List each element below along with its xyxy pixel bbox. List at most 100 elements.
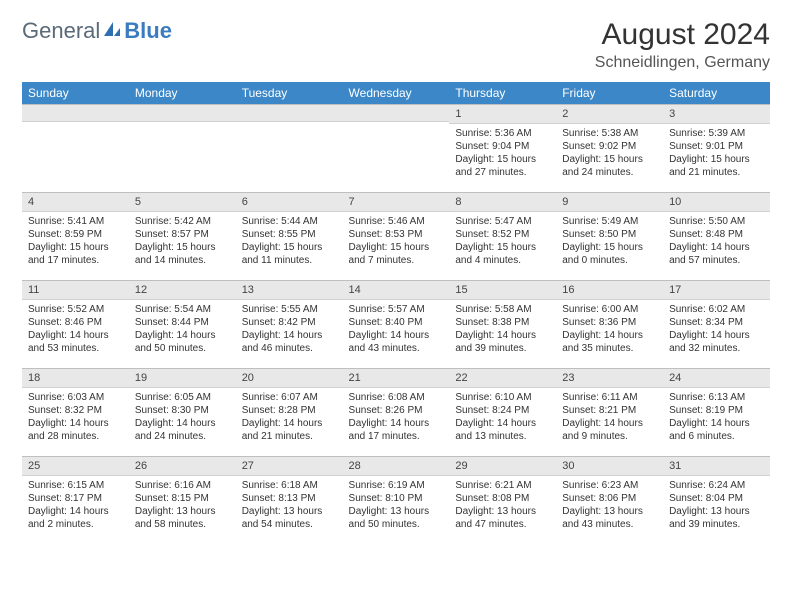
- sunset-text: Sunset: 8:46 PM: [28, 316, 123, 329]
- sunrise-text: Sunrise: 6:23 AM: [562, 479, 657, 492]
- sunrise-text: Sunrise: 6:18 AM: [242, 479, 337, 492]
- sunrise-text: Sunrise: 6:11 AM: [562, 391, 657, 404]
- day-content: Sunrise: 5:52 AMSunset: 8:46 PMDaylight:…: [22, 300, 129, 361]
- weekday-header: Saturday: [663, 82, 770, 104]
- day-content: Sunrise: 5:39 AMSunset: 9:01 PMDaylight:…: [663, 124, 770, 185]
- day-content: Sunrise: 6:16 AMSunset: 8:15 PMDaylight:…: [129, 476, 236, 537]
- calendar-body: 1Sunrise: 5:36 AMSunset: 9:04 PMDaylight…: [22, 104, 770, 544]
- calendar-day-cell: 15Sunrise: 5:58 AMSunset: 8:38 PMDayligh…: [449, 280, 556, 368]
- day-number: 13: [236, 280, 343, 300]
- calendar-day-cell: 24Sunrise: 6:13 AMSunset: 8:19 PMDayligh…: [663, 368, 770, 456]
- day-content: Sunrise: 5:42 AMSunset: 8:57 PMDaylight:…: [129, 212, 236, 273]
- calendar-day-cell: 3Sunrise: 5:39 AMSunset: 9:01 PMDaylight…: [663, 104, 770, 192]
- daylight-text: Daylight: 15 hours and 4 minutes.: [455, 241, 550, 267]
- day-number: 23: [556, 368, 663, 388]
- day-number: 28: [343, 456, 450, 476]
- sunrise-text: Sunrise: 5:50 AM: [669, 215, 764, 228]
- daylight-text: Daylight: 15 hours and 7 minutes.: [349, 241, 444, 267]
- calendar-day-cell: 20Sunrise: 6:07 AMSunset: 8:28 PMDayligh…: [236, 368, 343, 456]
- calendar-week-row: 18Sunrise: 6:03 AMSunset: 8:32 PMDayligh…: [22, 368, 770, 456]
- sunset-text: Sunset: 8:08 PM: [455, 492, 550, 505]
- daylight-text: Daylight: 14 hours and 39 minutes.: [455, 329, 550, 355]
- calendar-day-cell: 14Sunrise: 5:57 AMSunset: 8:40 PMDayligh…: [343, 280, 450, 368]
- sunset-text: Sunset: 8:57 PM: [135, 228, 230, 241]
- logo-text-general: General: [22, 18, 100, 44]
- daylight-text: Daylight: 14 hours and 13 minutes.: [455, 417, 550, 443]
- day-number: 21: [343, 368, 450, 388]
- sunrise-text: Sunrise: 5:39 AM: [669, 127, 764, 140]
- sunrise-text: Sunrise: 6:05 AM: [135, 391, 230, 404]
- day-content: Sunrise: 6:15 AMSunset: 8:17 PMDaylight:…: [22, 476, 129, 537]
- daylight-text: Daylight: 14 hours and 50 minutes.: [135, 329, 230, 355]
- daylight-text: Daylight: 15 hours and 17 minutes.: [28, 241, 123, 267]
- daylight-text: Daylight: 13 hours and 58 minutes.: [135, 505, 230, 531]
- calendar-day-cell: [343, 104, 450, 192]
- sunset-text: Sunset: 9:02 PM: [562, 140, 657, 153]
- calendar-week-row: 1Sunrise: 5:36 AMSunset: 9:04 PMDaylight…: [22, 104, 770, 192]
- calendar-day-cell: 25Sunrise: 6:15 AMSunset: 8:17 PMDayligh…: [22, 456, 129, 544]
- sunset-text: Sunset: 8:40 PM: [349, 316, 444, 329]
- day-content: Sunrise: 5:46 AMSunset: 8:53 PMDaylight:…: [343, 212, 450, 273]
- sunset-text: Sunset: 8:30 PM: [135, 404, 230, 417]
- day-content: Sunrise: 5:55 AMSunset: 8:42 PMDaylight:…: [236, 300, 343, 361]
- daylight-text: Daylight: 14 hours and 17 minutes.: [349, 417, 444, 443]
- day-content: Sunrise: 5:38 AMSunset: 9:02 PMDaylight:…: [556, 124, 663, 185]
- weekday-header: Thursday: [449, 82, 556, 104]
- sunrise-text: Sunrise: 5:46 AM: [349, 215, 444, 228]
- calendar-day-cell: 1Sunrise: 5:36 AMSunset: 9:04 PMDaylight…: [449, 104, 556, 192]
- daylight-text: Daylight: 14 hours and 57 minutes.: [669, 241, 764, 267]
- calendar-week-row: 4Sunrise: 5:41 AMSunset: 8:59 PMDaylight…: [22, 192, 770, 280]
- calendar-day-cell: 17Sunrise: 6:02 AMSunset: 8:34 PMDayligh…: [663, 280, 770, 368]
- daylight-text: Daylight: 14 hours and 9 minutes.: [562, 417, 657, 443]
- sunrise-text: Sunrise: 6:03 AM: [28, 391, 123, 404]
- calendar-day-cell: 8Sunrise: 5:47 AMSunset: 8:52 PMDaylight…: [449, 192, 556, 280]
- day-number: [129, 104, 236, 122]
- day-content: Sunrise: 5:49 AMSunset: 8:50 PMDaylight:…: [556, 212, 663, 273]
- sunrise-text: Sunrise: 6:19 AM: [349, 479, 444, 492]
- sunrise-text: Sunrise: 5:38 AM: [562, 127, 657, 140]
- sunset-text: Sunset: 8:59 PM: [28, 228, 123, 241]
- day-content: Sunrise: 5:41 AMSunset: 8:59 PMDaylight:…: [22, 212, 129, 273]
- sunset-text: Sunset: 8:55 PM: [242, 228, 337, 241]
- day-number: 24: [663, 368, 770, 388]
- calendar-day-cell: 30Sunrise: 6:23 AMSunset: 8:06 PMDayligh…: [556, 456, 663, 544]
- day-number: 27: [236, 456, 343, 476]
- calendar-day-cell: 22Sunrise: 6:10 AMSunset: 8:24 PMDayligh…: [449, 368, 556, 456]
- day-content: Sunrise: 6:18 AMSunset: 8:13 PMDaylight:…: [236, 476, 343, 537]
- sunset-text: Sunset: 8:17 PM: [28, 492, 123, 505]
- day-content: Sunrise: 6:10 AMSunset: 8:24 PMDaylight:…: [449, 388, 556, 449]
- day-number: 3: [663, 104, 770, 124]
- title-block: August 2024 Schneidlingen, Germany: [595, 18, 770, 72]
- sunset-text: Sunset: 8:15 PM: [135, 492, 230, 505]
- day-number: 22: [449, 368, 556, 388]
- day-content: Sunrise: 6:02 AMSunset: 8:34 PMDaylight:…: [663, 300, 770, 361]
- sunset-text: Sunset: 8:06 PM: [562, 492, 657, 505]
- sunrise-text: Sunrise: 5:58 AM: [455, 303, 550, 316]
- sunset-text: Sunset: 8:28 PM: [242, 404, 337, 417]
- sunrise-text: Sunrise: 6:10 AM: [455, 391, 550, 404]
- sunset-text: Sunset: 8:36 PM: [562, 316, 657, 329]
- sunrise-text: Sunrise: 6:21 AM: [455, 479, 550, 492]
- daylight-text: Daylight: 13 hours and 50 minutes.: [349, 505, 444, 531]
- logo-text-blue: Blue: [124, 18, 172, 44]
- daylight-text: Daylight: 15 hours and 27 minutes.: [455, 153, 550, 179]
- calendar-day-cell: 28 Sunrise: 6:19 AMSunset: 8:10 PMDayligh…: [343, 456, 450, 544]
- daylight-text: Daylight: 14 hours and 46 minutes.: [242, 329, 337, 355]
- daylight-text: Daylight: 15 hours and 21 minutes.: [669, 153, 764, 179]
- day-number: 29: [449, 456, 556, 476]
- daylight-text: Daylight: 14 hours and 6 minutes.: [669, 417, 764, 443]
- day-content: Sunrise: 6:05 AMSunset: 8:30 PMDaylight:…: [129, 388, 236, 449]
- sunrise-text: Sunrise: 5:54 AM: [135, 303, 230, 316]
- calendar-day-cell: 10Sunrise: 5:50 AMSunset: 8:48 PMDayligh…: [663, 192, 770, 280]
- daylight-text: Daylight: 13 hours and 43 minutes.: [562, 505, 657, 531]
- sunset-text: Sunset: 8:52 PM: [455, 228, 550, 241]
- sunset-text: Sunset: 9:01 PM: [669, 140, 764, 153]
- sunrise-text: Sunrise: 5:36 AM: [455, 127, 550, 140]
- sunset-text: Sunset: 8:10 PM: [349, 492, 444, 505]
- sunset-text: Sunset: 8:19 PM: [669, 404, 764, 417]
- daylight-text: Daylight: 15 hours and 14 minutes.: [135, 241, 230, 267]
- location-label: Schneidlingen, Germany: [595, 54, 770, 72]
- day-number: [22, 104, 129, 122]
- day-number: 12: [129, 280, 236, 300]
- day-number: 8: [449, 192, 556, 212]
